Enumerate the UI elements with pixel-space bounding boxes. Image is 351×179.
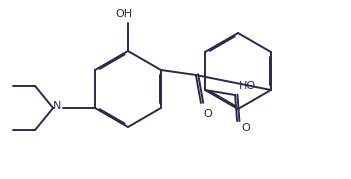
Text: N: N bbox=[53, 101, 61, 111]
Text: O: O bbox=[203, 109, 212, 119]
Text: OH: OH bbox=[115, 9, 133, 19]
Text: O: O bbox=[241, 123, 250, 133]
Text: HO: HO bbox=[239, 81, 256, 91]
